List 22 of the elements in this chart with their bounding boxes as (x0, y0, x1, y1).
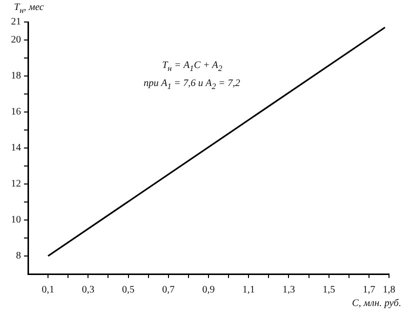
y-tick-label: 14 (11, 142, 21, 154)
y-tick-label: 21 (11, 16, 21, 28)
x-tick-label: 1,7 (362, 284, 376, 296)
y-tick-label: 8 (16, 250, 21, 262)
x-tick-label: 1,5 (322, 284, 336, 296)
y-tick-label: 16 (11, 106, 21, 118)
annotation: T$_{н}$ = A$_{1}$C + A$_{2}$ (162, 60, 222, 73)
x-axis-title: C, млн. руб. (352, 298, 402, 309)
y-tick-label: 20 (11, 34, 21, 46)
y-tick-label: 10 (11, 214, 21, 226)
x-tick-label: 1,8 (382, 284, 396, 296)
x-tick-label: 1,1 (242, 284, 255, 296)
y-tick-label: 18 (11, 70, 21, 82)
x-tick-label: 0,3 (82, 284, 94, 296)
y-tick-label: 12 (11, 178, 21, 190)
x-tick-label: 0,7 (162, 284, 175, 296)
x-tick-label: 0,5 (122, 284, 135, 296)
y-axis-title: T$_{н}$, мес (14, 2, 44, 15)
x-tick-label: 0,1 (42, 284, 54, 296)
annotation: при A$_{1}$ = 7,6 и A$_{2}$ = 7,2 (144, 78, 240, 91)
x-tick-label: 1,3 (282, 284, 295, 296)
x-tick-label: 0,9 (202, 284, 215, 296)
